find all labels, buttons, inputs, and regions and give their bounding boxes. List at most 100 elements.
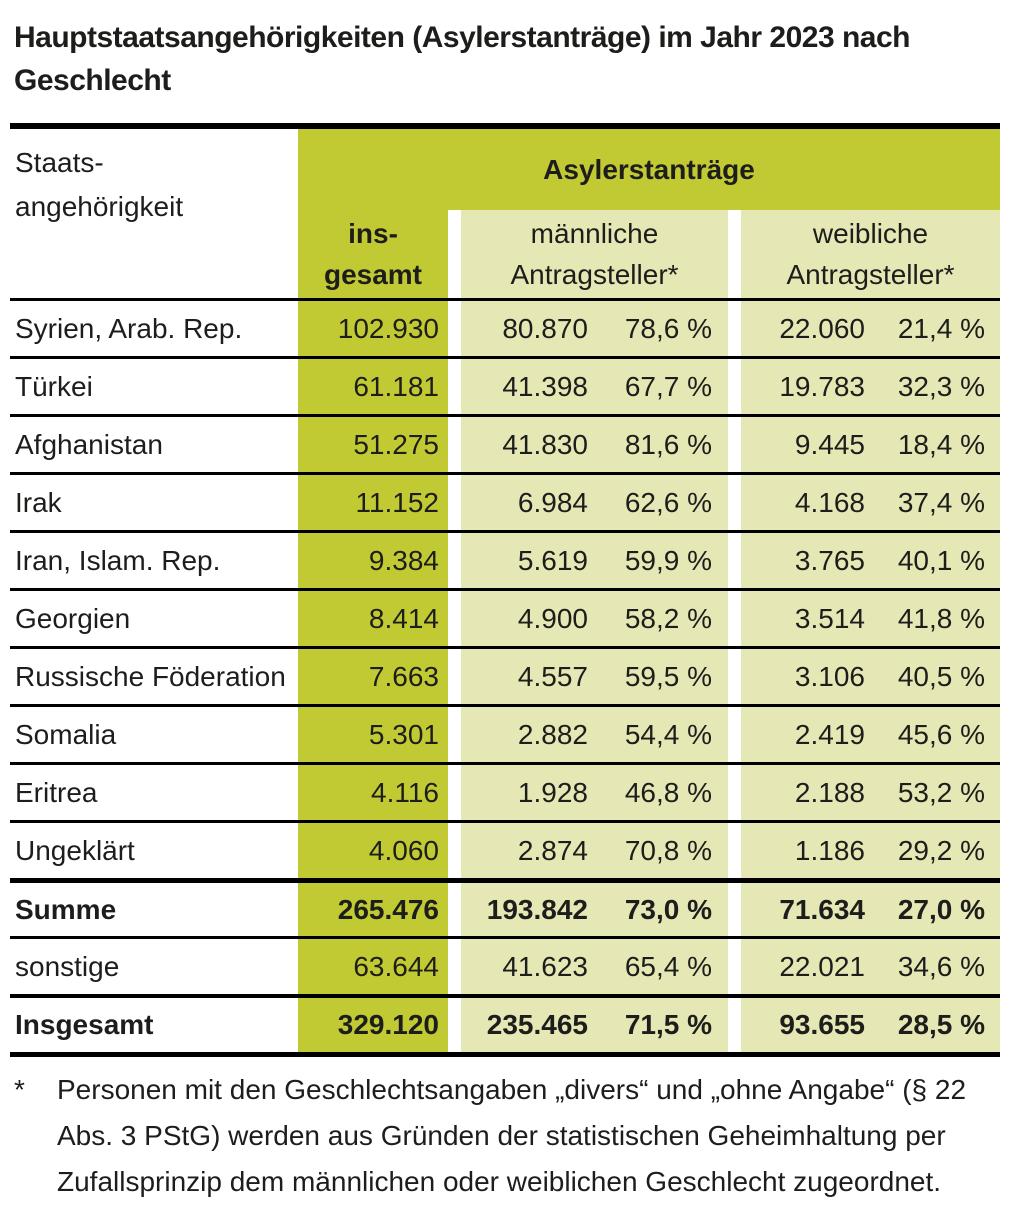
female-percent-cell: 21,4 % xyxy=(875,301,1000,356)
male-count-cell: 5.619 xyxy=(461,533,598,588)
column-gap xyxy=(448,823,461,878)
country-cell: Ungeklärt xyxy=(10,823,298,878)
male-percent-cell: 67,7 % xyxy=(598,359,728,414)
page-title-line1: Hauptstaatsangehörigkeiten (Asylerstantr… xyxy=(14,21,910,54)
column-gap xyxy=(448,591,461,646)
female-count-cell: 19.783 xyxy=(741,359,875,414)
female-count-cell: 3.765 xyxy=(741,533,875,588)
male-count-cell: 193.842 xyxy=(461,883,598,936)
male-percent-cell: 54,4 % xyxy=(598,707,728,762)
table-header-total: ins- gesamt xyxy=(298,210,448,298)
column-gap xyxy=(728,939,741,994)
column-gap xyxy=(448,998,461,1052)
male-count-cell: 2.874 xyxy=(461,823,598,878)
table-row: Somalia 5.301 2.882 54,4 % 2.419 45,6 % xyxy=(10,704,1000,762)
column-gap xyxy=(448,301,461,356)
table-header-male: männliche Antragsteller* xyxy=(461,210,728,298)
table-row: Summe 265.476 193.842 73,0 % 71.634 27,0 % xyxy=(10,878,1000,936)
footnote: * Personen mit den Geschlechtsangaben „d… xyxy=(14,1067,1014,1205)
country-cell: Summe xyxy=(10,883,298,936)
country-cell: sonstige xyxy=(10,939,298,994)
column-gap xyxy=(728,301,741,356)
female-percent-cell: 28,5 % xyxy=(875,998,1000,1052)
total-cell: 102.930 xyxy=(298,301,448,356)
female-percent-cell: 29,2 % xyxy=(875,823,1000,878)
country-cell: Afghanistan xyxy=(10,417,298,472)
country-cell: Syrien, Arab. Rep. xyxy=(10,301,298,356)
male-percent-cell: 65,4 % xyxy=(598,939,728,994)
column-gap xyxy=(448,707,461,762)
female-count-cell: 93.655 xyxy=(741,998,875,1052)
page: Hauptstaatsangehörigkeiten (Asylerstantr… xyxy=(0,16,1024,1205)
total-cell: 4.060 xyxy=(298,823,448,878)
column-gap xyxy=(728,591,741,646)
total-cell: 61.181 xyxy=(298,359,448,414)
country-cell: Irak xyxy=(10,475,298,530)
total-cell: 5.301 xyxy=(298,707,448,762)
female-percent-cell: 27,0 % xyxy=(875,883,1000,936)
male-percent-cell: 70,8 % xyxy=(598,823,728,878)
female-count-cell: 2.419 xyxy=(741,707,875,762)
column-gap xyxy=(728,998,741,1052)
male-percent-cell: 62,6 % xyxy=(598,475,728,530)
total-cell: 9.384 xyxy=(298,533,448,588)
country-cell: Eritrea xyxy=(10,765,298,820)
male-count-cell: 6.984 xyxy=(461,475,598,530)
female-count-cell: 22.060 xyxy=(741,301,875,356)
female-count-cell: 1.186 xyxy=(741,823,875,878)
column-gap xyxy=(448,883,461,936)
table-header-nationality: Staats- angehörigkeit xyxy=(10,129,298,298)
total-cell: 329.120 xyxy=(298,998,448,1052)
column-gap xyxy=(448,649,461,704)
female-percent-cell: 53,2 % xyxy=(875,765,1000,820)
footnote-text: Personen mit den Geschlechtsangaben „div… xyxy=(57,1074,967,1197)
footnote-marker: * xyxy=(14,1074,25,1105)
female-count-cell: 9.445 xyxy=(741,417,875,472)
column-gap xyxy=(728,475,741,530)
column-gap xyxy=(728,649,741,704)
female-percent-cell: 40,1 % xyxy=(875,533,1000,588)
male-count-cell: 41.830 xyxy=(461,417,598,472)
column-gap xyxy=(448,417,461,472)
male-percent-cell: 46,8 % xyxy=(598,765,728,820)
table-header-nationality-line2: angehörigkeit xyxy=(15,191,184,222)
female-percent-cell: 45,6 % xyxy=(875,707,1000,762)
country-cell: Russische Föderation xyxy=(10,649,298,704)
table-row: Georgien 8.414 4.900 58,2 % 3.514 41,8 % xyxy=(10,588,1000,646)
country-cell: Iran, Islam. Rep. xyxy=(10,533,298,588)
table-body: Syrien, Arab. Rep. 102.930 80.870 78,6 % 22.… xyxy=(10,298,1000,1052)
table-row: Türkei 61.181 41.398 67,7 % 19.783 32,3 % xyxy=(10,356,1000,414)
column-gap xyxy=(728,707,741,762)
male-percent-cell: 78,6 % xyxy=(598,301,728,356)
female-percent-cell: 18,4 % xyxy=(875,417,1000,472)
total-cell: 7.663 xyxy=(298,649,448,704)
female-count-cell: 3.514 xyxy=(741,591,875,646)
male-count-cell: 41.398 xyxy=(461,359,598,414)
male-count-cell: 2.882 xyxy=(461,707,598,762)
female-count-cell: 4.168 xyxy=(741,475,875,530)
country-cell: Insgesamt xyxy=(10,998,298,1052)
male-count-cell: 1.928 xyxy=(461,765,598,820)
male-count-cell: 4.557 xyxy=(461,649,598,704)
column-gap xyxy=(728,765,741,820)
male-count-cell: 41.623 xyxy=(461,939,598,994)
statistics-table: Staats- angehörigkeit Asylerstanträge in… xyxy=(10,123,1000,1057)
female-percent-cell: 32,3 % xyxy=(875,359,1000,414)
total-cell: 11.152 xyxy=(298,475,448,530)
female-percent-cell: 41,8 % xyxy=(875,591,1000,646)
table-header: Staats- angehörigkeit Asylerstanträge in… xyxy=(10,129,1000,298)
male-percent-cell: 58,2 % xyxy=(598,591,728,646)
male-percent-cell: 71,5 % xyxy=(598,998,728,1052)
female-count-cell: 3.106 xyxy=(741,649,875,704)
table-row: Ungeklärt 4.060 2.874 70,8 % 1.186 29,2 % xyxy=(10,820,1000,878)
total-cell: 63.644 xyxy=(298,939,448,994)
total-cell: 4.116 xyxy=(298,765,448,820)
table-header-group: Asylerstanträge xyxy=(298,129,1000,210)
female-count-cell: 2.188 xyxy=(741,765,875,820)
column-gap xyxy=(728,359,741,414)
column-gap xyxy=(448,210,461,298)
column-gap xyxy=(448,765,461,820)
table-row: Insgesamt 329.120 235.465 71,5 % 93.655 28,5 … xyxy=(10,994,1000,1052)
table-row: Syrien, Arab. Rep. 102.930 80.870 78,6 % 22.… xyxy=(10,298,1000,356)
male-percent-cell: 59,9 % xyxy=(598,533,728,588)
